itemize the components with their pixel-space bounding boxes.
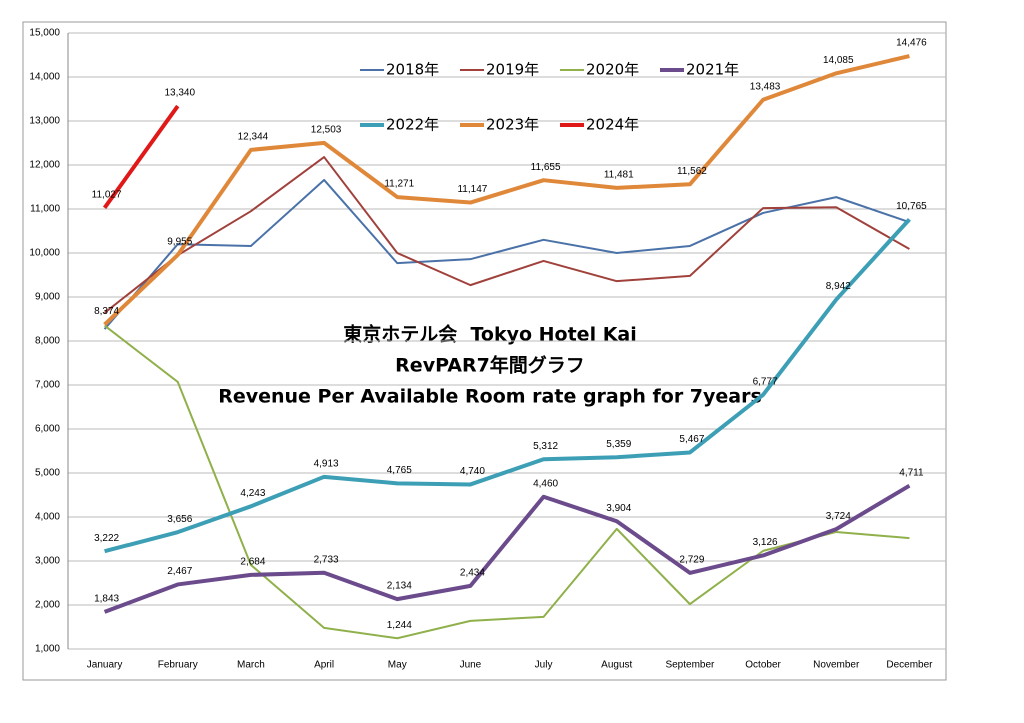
data-label: 14,476 [896, 38, 927, 49]
x-tick-label: November [813, 660, 860, 671]
data-label: 2,434 [460, 568, 485, 579]
series-line [102, 104, 180, 209]
x-tick-label: September [665, 660, 715, 671]
data-label: 1,843 [94, 594, 119, 605]
data-label: 3,656 [167, 514, 192, 525]
y-tick-label: 6,000 [35, 424, 60, 435]
legend-label: 2021年 [686, 61, 739, 79]
data-label: 2,467 [167, 566, 192, 577]
data-label: 12,503 [311, 125, 342, 136]
data-label: 4,243 [240, 488, 265, 499]
data-label: 2,134 [387, 581, 412, 592]
y-tick-label: 3,000 [35, 556, 60, 567]
data-label: 13,483 [750, 81, 781, 92]
legend-label: 2022年 [386, 116, 439, 134]
series-line [103, 54, 910, 326]
x-tick-label: April [314, 660, 334, 671]
y-tick-label: 11,000 [30, 204, 60, 215]
data-label: 9,955 [167, 237, 192, 248]
legend-label: 2024年 [586, 116, 639, 134]
y-tick-label: 1,000 [35, 644, 60, 655]
data-label: 11,562 [677, 166, 707, 177]
x-tick-label: January [87, 660, 123, 671]
data-label: 12,344 [238, 132, 269, 143]
x-tick-label: July [535, 660, 553, 671]
legend-label: 2020年 [586, 61, 639, 79]
data-label: 3,724 [826, 511, 851, 522]
chart-title: RevPAR7年間グラフ [395, 354, 585, 377]
data-label: 8,942 [826, 281, 851, 292]
data-label: 8,374 [94, 306, 119, 317]
data-label: 3,904 [606, 503, 631, 514]
data-label: 5,467 [679, 434, 704, 445]
data-label: 5,312 [533, 441, 558, 452]
data-label: 6,777 [753, 376, 778, 387]
x-tick-label: February [158, 660, 198, 671]
series-line [104, 217, 911, 554]
y-tick-label: 12,000 [29, 160, 60, 171]
data-label: 10,765 [896, 201, 927, 212]
data-label: 14,085 [823, 55, 854, 66]
x-tick-label: May [388, 660, 407, 671]
chart-title: 東京ホテル会 Tokyo Hotel Kai [343, 323, 637, 346]
x-tick-label: June [460, 660, 482, 671]
data-label: 5,359 [606, 439, 631, 450]
data-label: 4,740 [460, 466, 485, 477]
data-label: 13,340 [164, 88, 195, 99]
chart-title: Revenue Per Available Room rate graph fo… [218, 386, 762, 408]
chart-border [22, 21, 947, 681]
series-line [103, 178, 910, 330]
data-label: 11,147 [457, 184, 487, 195]
y-tick-label: 13,000 [29, 116, 60, 127]
y-tick-label: 8,000 [35, 336, 60, 347]
x-tick-label: December [886, 660, 933, 671]
y-tick-label: 14,000 [29, 72, 60, 83]
data-label: 2,729 [679, 555, 704, 566]
x-tick-label: August [601, 660, 632, 671]
data-label: 4,460 [533, 478, 558, 489]
legend-label: 2019年 [486, 61, 539, 79]
y-tick-label: 9,000 [35, 292, 60, 303]
data-label: 4,765 [387, 465, 412, 476]
y-tick-label: 10,000 [29, 248, 60, 259]
y-tick-label: 7,000 [35, 380, 60, 391]
data-label: 11,027 [92, 189, 122, 200]
y-tick-label: 5,000 [35, 468, 60, 479]
y-tick-label: 2,000 [35, 600, 60, 611]
data-label: 11,481 [604, 169, 634, 180]
data-label: 3,126 [753, 537, 778, 548]
legend-label: 2018年 [386, 61, 439, 79]
data-label: 11,655 [531, 162, 561, 173]
series-line [103, 483, 911, 614]
series-line [103, 324, 910, 640]
y-tick-label: 4,000 [35, 512, 60, 523]
legend-label: 2023年 [486, 116, 539, 134]
y-tick-label: 15,000 [29, 28, 60, 39]
data-label: 4,913 [314, 458, 339, 469]
data-label: 2,733 [314, 554, 339, 565]
data-label: 2,684 [240, 557, 265, 568]
data-label: 1,244 [387, 620, 412, 631]
data-label: 4,711 [899, 467, 924, 478]
x-tick-label: October [745, 660, 781, 671]
x-tick-label: March [237, 660, 265, 671]
series-line [103, 156, 910, 314]
data-label: 11,271 [384, 179, 414, 190]
data-label: 3,222 [94, 533, 119, 544]
